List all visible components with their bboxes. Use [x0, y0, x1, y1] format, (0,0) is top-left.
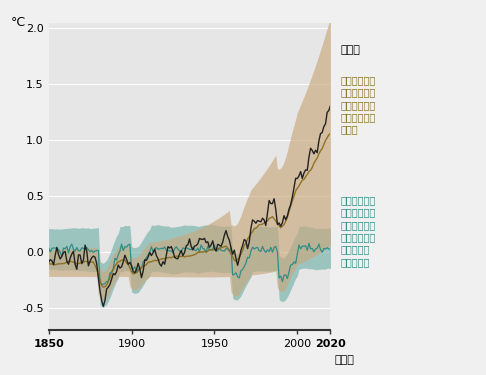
Text: 自然起源の要
因（太陽及び
火山活動）の
みを考慮した
シミュレー
ション結果: 自然起源の要 因（太陽及び 火山活動）の みを考慮した シミュレー ション結果: [340, 195, 376, 267]
Text: （年）: （年）: [335, 355, 354, 365]
Text: 観測値: 観測値: [340, 45, 360, 55]
Y-axis label: °C: °C: [11, 16, 26, 29]
Text: 人為起源と自
然起源の要因
を考慮したシ
ミュレーショ
ン結果: 人為起源と自 然起源の要因 を考慮したシ ミュレーショ ン結果: [340, 75, 376, 135]
